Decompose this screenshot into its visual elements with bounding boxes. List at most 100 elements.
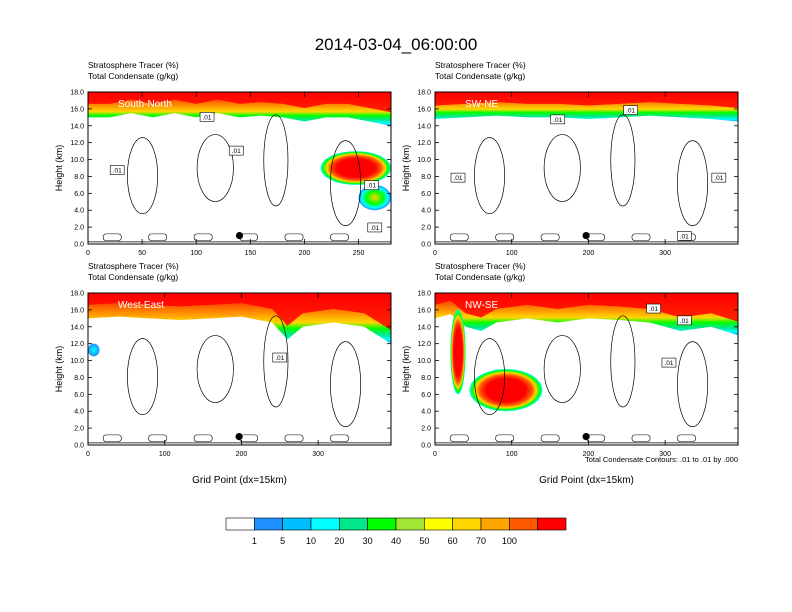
y-tick-label: 2.0 — [74, 225, 84, 232]
contour-label-box — [109, 165, 125, 175]
contour-label-box — [199, 112, 215, 122]
colorbar-swatch — [395, 517, 425, 531]
y-tick-label: 10.0 — [70, 157, 84, 164]
contour-label: .01 — [203, 114, 212, 121]
contour-label-box — [661, 357, 677, 368]
plot-frame — [434, 292, 739, 446]
contour-label: .01 — [714, 175, 723, 182]
y-tick-label: 18.0 — [70, 90, 84, 97]
contour-label-box — [646, 303, 661, 314]
condensate-contour — [677, 434, 696, 442]
y-tick-label: 8.0 — [421, 375, 431, 382]
x-tick-label: 300 — [659, 250, 671, 257]
contour-label-box — [228, 145, 244, 156]
condensate-contour — [540, 233, 560, 241]
condensate-contour — [495, 233, 515, 241]
y-axis-label: Height (km) — [401, 346, 411, 393]
y-tick-label: 6.0 — [421, 191, 431, 198]
colorbar-label: 20 — [334, 536, 344, 546]
tracer-core — [435, 293, 738, 322]
contour-label: .01 — [370, 225, 379, 232]
colorbar-swatch — [424, 517, 453, 531]
y-tick-label: 10.0 — [417, 157, 431, 164]
y-tick-label: 2.0 — [421, 225, 431, 232]
contour-label-box — [367, 222, 383, 233]
y-axis-label: Height (km) — [401, 145, 411, 192]
tracer-intrusion-0 — [320, 151, 391, 185]
x-tick-label: 100 — [506, 451, 518, 458]
contour-label: .01 — [664, 360, 673, 367]
location-marker — [235, 432, 243, 441]
panel-sw-ne: Stratosphere Tracer (%)Total Condensate … — [401, 60, 739, 257]
condensate-contour — [148, 434, 168, 442]
plot-frame — [87, 292, 392, 446]
y-tick-label: 0.0 — [74, 242, 84, 249]
y-axis-label: Height (km) — [54, 346, 64, 393]
panel-south-north: Stratosphere Tracer (%)Total Condensate … — [54, 60, 392, 257]
condensate-contour — [127, 338, 159, 415]
colorbar-swatch — [310, 517, 340, 531]
y-tick-label: 18.0 — [70, 291, 84, 298]
panel-west-east: Stratosphere Tracer (%)Total Condensate … — [54, 261, 392, 486]
condensate-contour — [102, 233, 122, 241]
y-tick-label: 12.0 — [70, 341, 84, 348]
condensate-contour — [148, 233, 168, 241]
contour-label-box — [623, 105, 638, 115]
condensate-contour — [677, 341, 709, 428]
condensate-contour — [631, 233, 651, 241]
panel-label-nw-se: NW-SE — [465, 300, 498, 311]
colorbar-label: 70 — [476, 536, 486, 546]
x-tick-label: 0 — [86, 451, 90, 458]
colorbar-label: 5 — [280, 536, 285, 546]
plot-area: .01 .01 .01 — [435, 293, 738, 445]
colorbar-label: 10 — [306, 536, 316, 546]
contour-label: .01 — [453, 175, 462, 182]
y-tick-label: 14.0 — [70, 324, 84, 331]
contour-label: .01 — [680, 318, 689, 325]
contour-label-box — [272, 352, 288, 363]
y-tick-label: 12.0 — [417, 140, 431, 147]
x-tick-label: 0 — [86, 250, 90, 257]
contour-label: .01 — [626, 108, 635, 115]
y-tick-label: 4.0 — [74, 208, 84, 215]
contour-label-box — [550, 114, 566, 125]
plot-frame — [87, 91, 392, 245]
tracer-core — [88, 92, 391, 113]
panel-label-west-east: West-East — [118, 300, 164, 311]
condensate-contour — [449, 233, 469, 241]
tracer-core — [435, 92, 738, 109]
y-tick-label: 2.0 — [421, 426, 431, 433]
colorbar-swatch — [452, 517, 482, 531]
y-tick-label: 10.0 — [417, 358, 431, 365]
tracer-intrusion-1 — [358, 184, 391, 211]
contour-label: .01 — [553, 117, 562, 124]
y-tick-label: 16.0 — [417, 106, 431, 113]
contour-label: .01 — [680, 233, 689, 240]
location-marker — [582, 231, 590, 240]
x-tick-label: 300 — [312, 451, 324, 458]
condensate-contour — [263, 315, 289, 408]
colorbar-label: 30 — [363, 536, 373, 546]
condensate-contour — [330, 140, 362, 227]
x-tick-label: 100 — [159, 451, 171, 458]
contour-note: Total Condensate Contours: .01 to .01 by… — [585, 455, 738, 464]
y-tick-label: 16.0 — [70, 307, 84, 314]
colorbar: 1 5 10 20 30 40 50 60 70 100 — [225, 517, 567, 546]
colorbar-swatch — [282, 517, 312, 531]
x-tick-label: 200 — [236, 451, 248, 458]
condensate-contour — [193, 434, 213, 442]
y-tick-label: 0.0 — [421, 242, 431, 249]
condensate-contour — [543, 335, 581, 403]
location-marker — [582, 432, 590, 441]
y-tick-label: 0.0 — [74, 443, 84, 450]
figure-title: 2014-03-04_06:00:00 — [315, 35, 478, 54]
tracer-core — [88, 293, 391, 331]
y-tick-label: 16.0 — [70, 106, 84, 113]
y-tick-label: 4.0 — [421, 208, 431, 215]
plot-area: .01 .01 .01 .01 .01 — [435, 92, 738, 244]
colorbar-swatch — [480, 517, 510, 531]
panel-title-tracer: Stratosphere Tracer (%) — [88, 261, 179, 271]
condensate-contour — [196, 134, 234, 202]
colorbar-swatch — [225, 517, 255, 531]
